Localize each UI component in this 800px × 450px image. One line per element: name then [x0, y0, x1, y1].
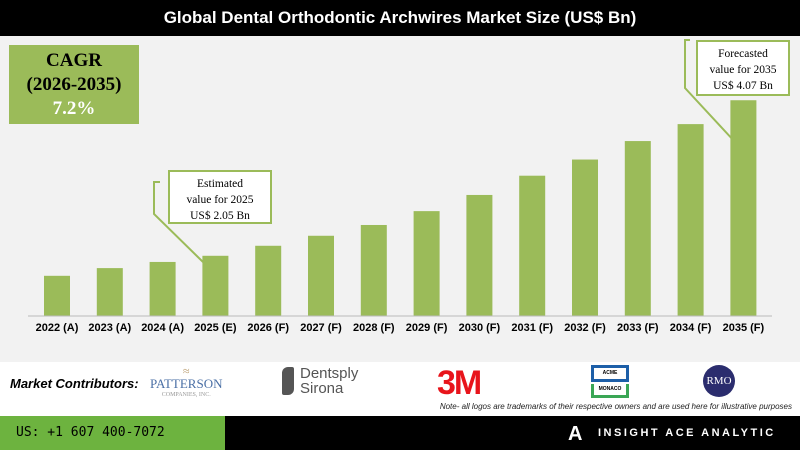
- logo-text: MONACO: [591, 384, 629, 398]
- callout-connector: [153, 181, 204, 263]
- bar-2027 (F): [308, 235, 334, 316]
- bar-2033 (F): [624, 141, 651, 316]
- x-tick-label: 2029 (F): [406, 322, 448, 334]
- bar-2030 (F): [466, 194, 493, 316]
- bar-chart: 2022 (A) 2023 (A) 2024 (A) 2025 (E) 2026 (F)…: [28, 39, 772, 334]
- phone-number: US: +1 607 400-7072: [0, 416, 225, 450]
- contributors-strip: Market Contributors: ≈ PATTERSON COMPANI…: [0, 362, 800, 416]
- bar-2025 (E): [202, 255, 229, 316]
- callout-line: value for 2025: [186, 194, 254, 206]
- chart-title: Global Dental Orthodontic Archwires Mark…: [0, 0, 800, 36]
- brand-name: INSIGHT ACE ANALYTIC: [598, 427, 776, 439]
- dentsply-icon: [282, 367, 294, 395]
- 3m-logo: 3M: [437, 364, 482, 402]
- x-tick-label: 2031 (F): [511, 322, 553, 334]
- x-tick-label: 2030 (F): [459, 322, 501, 334]
- logo-text: ACME: [591, 365, 629, 382]
- cagr-period: (2026-2035): [26, 74, 122, 95]
- insight-ace-logo-icon: A: [568, 423, 583, 445]
- dentsply-sirona-logo: Dentsply Sirona: [282, 366, 358, 396]
- callout-line: US$ 4.07 Bn: [713, 80, 773, 92]
- acme-monaco-logo: ACME MONACO: [591, 365, 629, 398]
- bar-2026 (F): [255, 245, 282, 316]
- estimated-callout: Estimated value for 2025 US$ 2.05 Bn: [168, 170, 272, 224]
- x-tick-label: 2028 (F): [353, 322, 395, 334]
- x-tick-label: 2035 (F): [723, 322, 765, 334]
- bar-2034 (F): [677, 124, 704, 316]
- x-tick-label: 2026 (F): [247, 322, 289, 334]
- contributors-label: Market Contributors:: [10, 376, 139, 391]
- x-tick-label: 2027 (F): [300, 322, 342, 334]
- trademark-note: Note- all logos are trademarks of their …: [439, 402, 792, 411]
- logo-text: PATTERSON: [150, 376, 223, 391]
- bar-2023 (A): [96, 268, 123, 316]
- callout-line: value for 2035: [709, 64, 777, 76]
- callout-connector: [684, 39, 736, 143]
- bar-2028 (F): [360, 224, 387, 316]
- bar-2024 (A): [149, 261, 176, 316]
- logo-text: COMPANIES, INC.: [161, 392, 211, 398]
- cagr-value: 7.2%: [52, 98, 96, 119]
- callout-line: US$ 2.05 Bn: [190, 210, 250, 222]
- rmo-logo: RMO: [703, 365, 735, 397]
- footer: US: +1 607 400-7072 A INSIGHT ACE ANALYT…: [0, 416, 800, 450]
- x-tick-label: 2034 (F): [670, 322, 712, 334]
- bar-2029 (F): [413, 211, 440, 316]
- x-tick-label: 2023 (A): [88, 322, 131, 334]
- cagr-label: CAGR: [46, 50, 102, 71]
- callout-line: Forecasted: [718, 48, 768, 60]
- forecasted-callout: Forecasted value for 2035 US$ 4.07 Bn: [696, 40, 790, 96]
- logo-text: Dentsply: [300, 365, 359, 382]
- patterson-logo: ≈ PATTERSON COMPANIES, INC.: [150, 364, 223, 398]
- x-tick-label: 2032 (F): [564, 322, 606, 334]
- bar-2035 (F): [730, 100, 757, 316]
- x-tick-label: 2025 (E): [194, 322, 237, 334]
- x-tick-label: 2022 (A): [36, 322, 79, 334]
- x-tick-label: 2024 (A): [141, 322, 184, 334]
- logo-text: Sirona: [300, 380, 344, 397]
- bar-2032 (F): [572, 159, 598, 316]
- bar-2022 (A): [44, 275, 70, 316]
- cagr-box: CAGR (2026-2035) 7.2%: [9, 45, 139, 124]
- x-tick-label: 2033 (F): [617, 322, 659, 334]
- bar-2031 (F): [519, 175, 546, 316]
- callout-line: Estimated: [197, 178, 243, 190]
